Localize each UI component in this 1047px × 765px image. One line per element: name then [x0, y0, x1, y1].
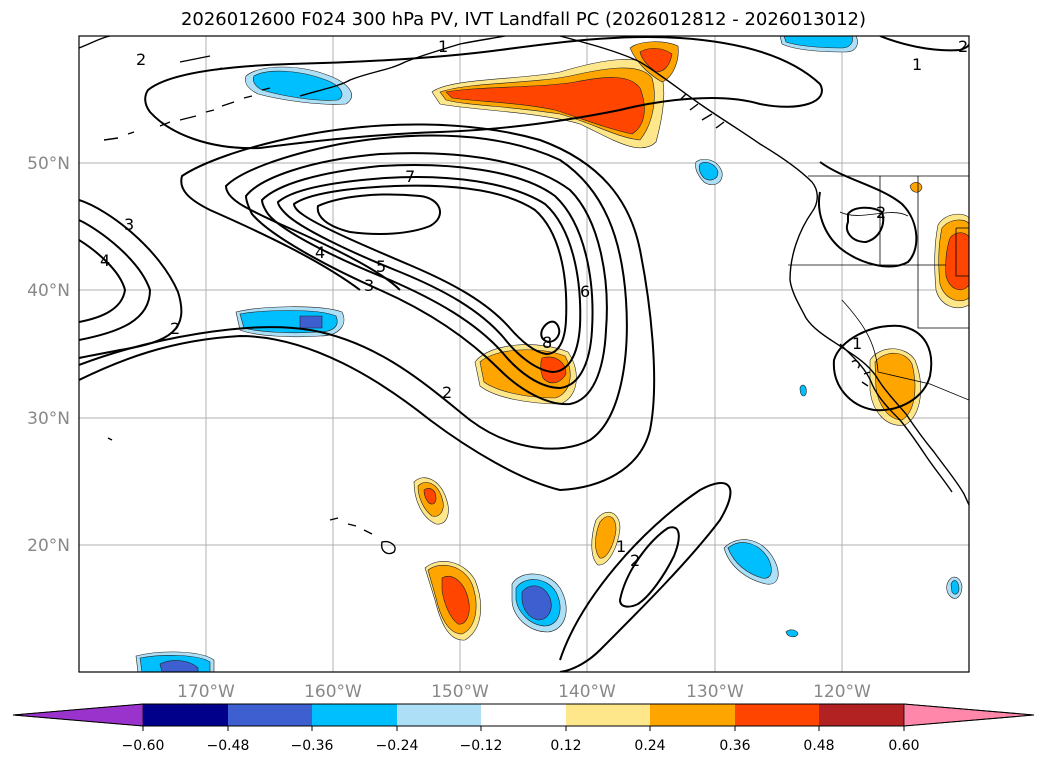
pv-contour-label: 2: [170, 319, 180, 338]
colorbar-tick-label: 0.12: [550, 738, 581, 754]
pv-contour-label: 1: [852, 334, 862, 353]
coastlines: [79, 36, 969, 555]
colorbar-segment: [650, 704, 735, 726]
pv-contour-label: 6: [580, 282, 590, 301]
colorbar-segment: [481, 704, 566, 726]
pv-contours: [79, 36, 969, 672]
pv-contour-label: 1: [616, 537, 626, 556]
colorbar-extend-high: [903, 703, 1035, 727]
colorbar-extend-low: [12, 703, 144, 727]
lon-label-130w: 130°W: [686, 682, 744, 702]
colorbar-tick-label: −0.60: [122, 738, 165, 754]
colorbar-segment: [312, 704, 397, 726]
pv-contour-label: 1: [912, 55, 922, 74]
colorbar-segment: [566, 704, 650, 726]
lon-label-140w: 140°W: [558, 682, 616, 702]
pv-contour-label: 2: [630, 551, 640, 570]
lat-label-20n: 20°N: [27, 536, 70, 556]
pv-contour-label: 3: [364, 276, 374, 295]
colorbar-tick-label: 0.24: [634, 738, 665, 754]
colorbar-segment: [228, 704, 312, 726]
pv-contour-label: 4: [315, 243, 325, 262]
colorbar-tick-label: −0.24: [376, 738, 419, 754]
lat-label-30n: 30°N: [27, 409, 70, 429]
pv-contour-label: 8: [542, 333, 552, 352]
pv-contour-label: 3: [124, 215, 134, 234]
pv-contour-label: 2: [136, 50, 146, 69]
lon-label-150w: 150°W: [431, 682, 489, 702]
pv-contour-labels: 2 4 3 2 7 4 5 3 2 6 8 1 2 1 2 1 2 1: [100, 37, 968, 570]
colorbar-tick-label: 0.60: [888, 738, 919, 754]
pv-contour-label: 2: [876, 203, 886, 222]
map-frame: [78, 35, 970, 673]
colorbar-tick-label: −0.36: [291, 738, 334, 754]
lon-label-120w: 120°W: [813, 682, 871, 702]
colorbar-segment: [143, 704, 228, 726]
colorbar-tick-label: 0.48: [803, 738, 834, 754]
colorbar-segment: [819, 704, 904, 726]
pv-contour-label: 2: [958, 37, 968, 56]
pv-contour-label: 2: [442, 383, 452, 402]
colorbar-segment: [735, 704, 819, 726]
colorbar: −0.60 −0.48 −0.36 −0.24 −0.12 0.12 0.24 …: [12, 703, 1035, 754]
pv-contour-label: 4: [100, 251, 110, 270]
lat-label-40n: 40°N: [27, 281, 70, 301]
latitude-labels: 50°N 40°N 30°N 20°N: [27, 154, 70, 556]
pv-contour-label: 5: [376, 257, 386, 276]
colorbar-tick-label: −0.48: [207, 738, 250, 754]
pv-contour-label: 7: [405, 167, 415, 186]
colorbar-tick-label: 0.36: [719, 738, 750, 754]
longitude-labels: 170°W 160°W 150°W 140°W 130°W 120°W: [177, 682, 871, 702]
map-panel: 2 4 3 2 7 4 5 3 2 6 8 1 2 1 2 1 2 1: [79, 36, 969, 672]
lon-label-170w: 170°W: [177, 682, 235, 702]
colorbar-tick-label: −0.12: [460, 738, 503, 754]
pv-contour-label: 1: [438, 37, 448, 56]
colorbar-segment: [397, 704, 481, 726]
lat-label-50n: 50°N: [27, 154, 70, 174]
colorbar-ticks: [142, 726, 905, 731]
lon-label-160w: 160°W: [304, 682, 362, 702]
map-title: 2026012600 F024 300 hPa PV, IVT Landfall…: [180, 9, 867, 30]
ivt-negative-anomalies: [135, 36, 963, 672]
